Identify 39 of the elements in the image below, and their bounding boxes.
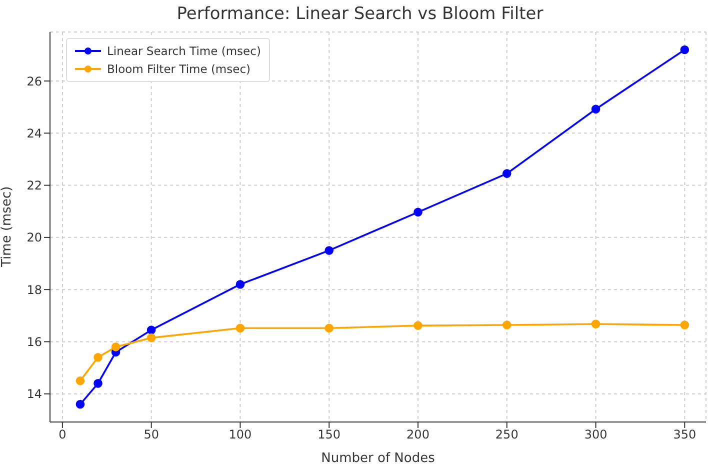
x-tick-label: 200 [406, 428, 430, 442]
x-tick-label: 250 [495, 428, 518, 442]
point [414, 208, 422, 217]
point [680, 320, 690, 330]
point [414, 321, 422, 330]
y-axis-title: Time (msec) [0, 186, 15, 268]
point [76, 376, 85, 386]
x-tick-label: 350 [673, 428, 696, 442]
y-tick-label: 22 [26, 178, 42, 193]
point [236, 324, 245, 333]
point [76, 400, 85, 409]
y-tick-label: 16 [26, 334, 42, 349]
point [502, 169, 512, 178]
x-tick-label: 100 [228, 428, 252, 442]
point [680, 45, 690, 54]
point [324, 324, 334, 333]
y-tick-label: 20 [26, 230, 42, 245]
x-axis-title: Number of Nodes [321, 451, 436, 466]
point [146, 326, 156, 334]
point [591, 104, 600, 114]
point [111, 342, 120, 352]
y-tick-label: 18 [26, 282, 42, 297]
point [94, 379, 102, 388]
point [324, 246, 334, 255]
x-tick-label: 50 [144, 428, 159, 442]
point [236, 280, 245, 289]
point [94, 352, 102, 362]
point [146, 333, 156, 342]
x-tick-label: 150 [318, 428, 341, 442]
y-tick-label: 24 [26, 126, 42, 140]
legend-label: Linear Search Time (msec) [107, 43, 261, 60]
y-tick-label: 14 [26, 387, 42, 402]
x-tick-label: 300 [584, 428, 608, 442]
legend-label: Bloom Filter Time (msec) [107, 61, 251, 78]
point [591, 320, 600, 328]
point [502, 320, 512, 330]
chart-title: Performance: Linear Search vs Bloom Filter [176, 4, 544, 24]
y-tick-label: 26 [26, 74, 42, 88]
x-tick-label: 0 [58, 428, 66, 442]
